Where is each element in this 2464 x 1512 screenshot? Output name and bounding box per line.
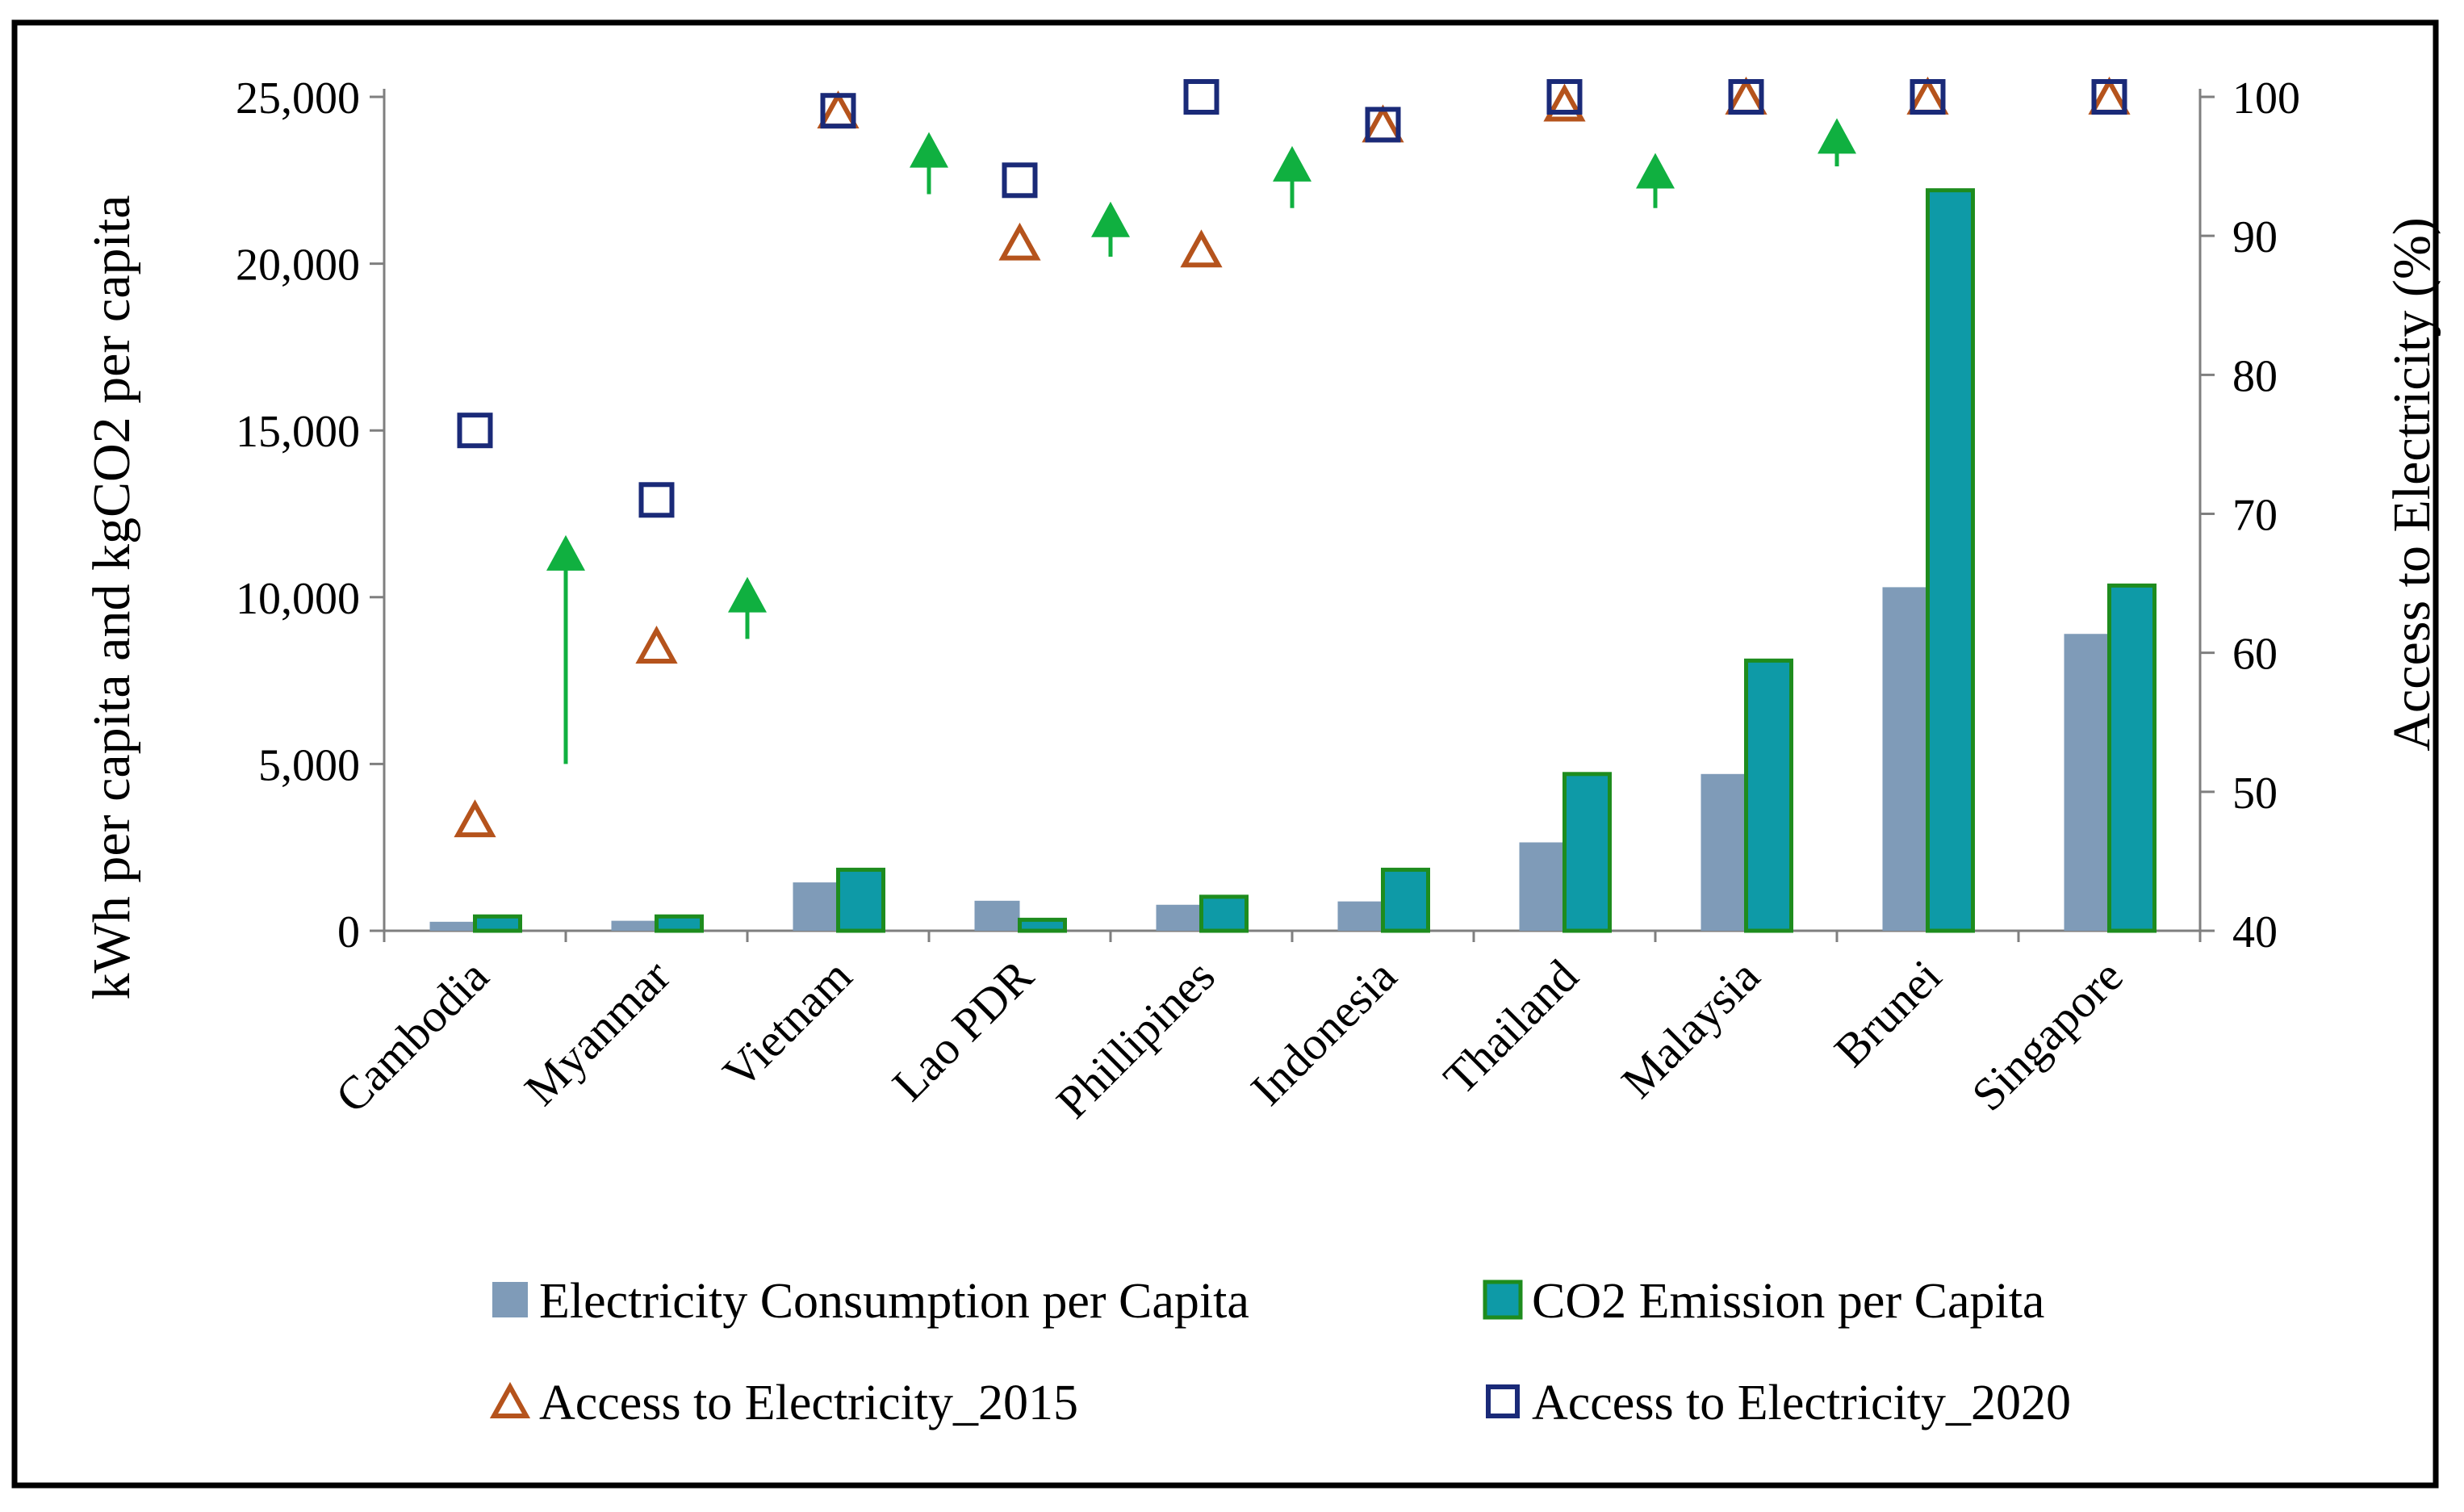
right-tick-label: 90 [2232, 212, 2278, 262]
bar-co2 [655, 914, 704, 933]
bar-co2 [1381, 867, 1430, 933]
change-arrow-head [1636, 153, 1675, 189]
legend: Electricity Consumption per Capita CO2 Em… [489, 1274, 2071, 1430]
left-tick-label: 20,000 [236, 241, 360, 291]
bar-consumption [611, 920, 657, 931]
bar-co2 [1926, 188, 1975, 933]
bar-co2 [1744, 658, 1793, 933]
left-tick-label: 10,000 [236, 574, 360, 624]
legend-swatch-co2 [1483, 1280, 1523, 1320]
bar-consumption [1701, 773, 1747, 931]
bar-consumption [429, 921, 475, 931]
marker-access-2015 [454, 799, 496, 838]
legend-marker-2015 [489, 1381, 531, 1418]
bar-consumption [1882, 587, 1928, 931]
left-tick-label: 5,000 [258, 740, 360, 790]
legend-label: CO2 Emission per Capita [1532, 1274, 2044, 1329]
marker-access-2020 [638, 482, 675, 518]
change-arrow-head [546, 534, 585, 571]
marker-access-2015 [998, 222, 1041, 261]
legend-label: Electricity Consumption per Capita [539, 1274, 1249, 1329]
bar-co2 [473, 914, 522, 933]
marker-access-2020 [1183, 79, 1219, 115]
left-tick-label: 0 [337, 907, 360, 957]
marker-access-2020 [457, 413, 493, 449]
legend-marker-2020 [1486, 1384, 1520, 1418]
bar-co2 [1199, 894, 1249, 933]
right-tick-label: 50 [2232, 769, 2278, 819]
left-axis-title: kWh per capita and kgCO2 per capita [82, 195, 141, 1000]
marker-access-2020 [1728, 79, 1764, 115]
right-tick-label: 60 [2232, 630, 2278, 680]
right-tick-label: 40 [2232, 907, 2278, 957]
marker-access-2015 [1543, 83, 1586, 122]
marker-access-2020 [1002, 162, 1038, 199]
right-tick-label: 80 [2232, 351, 2278, 401]
marker-access-2020 [1910, 79, 1946, 115]
bar-consumption [974, 900, 1020, 931]
bar-consumption [2064, 634, 2110, 931]
marker-access-2015 [635, 625, 678, 664]
marker-access-2020 [2091, 79, 2127, 115]
marker-access-2020 [1546, 79, 1583, 115]
marker-access-2020 [820, 93, 856, 129]
right-axis-title: Access to Electricity (%) [2382, 217, 2441, 752]
change-arrow-head [728, 576, 767, 613]
right-tick-label: 70 [2232, 491, 2278, 541]
bar-co2 [1018, 917, 1067, 933]
bar-consumption [1337, 901, 1383, 931]
legend-label: Access to Electricity_2020 [1532, 1376, 2071, 1430]
marker-access-2015 [1180, 229, 1223, 268]
change-arrow-head [910, 132, 948, 168]
change-arrow-head [1818, 118, 1856, 154]
bar-consumption [1156, 904, 1202, 931]
bar-consumption [1519, 842, 1565, 931]
bar-co2 [1562, 772, 1612, 933]
bar-co2 [2107, 583, 2157, 933]
legend-label: Access to Electricity_2015 [539, 1376, 1078, 1430]
marker-access-2020 [1365, 107, 1401, 143]
legend-swatch-consumption [492, 1282, 528, 1317]
change-arrow-head [1091, 201, 1130, 237]
left-tick-label: 15,000 [236, 407, 360, 457]
outer-border [11, 19, 2439, 1489]
change-arrow-head [1273, 145, 1311, 182]
bar-co2 [836, 867, 885, 933]
right-tick-label: 100 [2232, 73, 2300, 124]
bar-consumption [793, 882, 839, 931]
left-tick-label: 25,000 [236, 73, 360, 124]
